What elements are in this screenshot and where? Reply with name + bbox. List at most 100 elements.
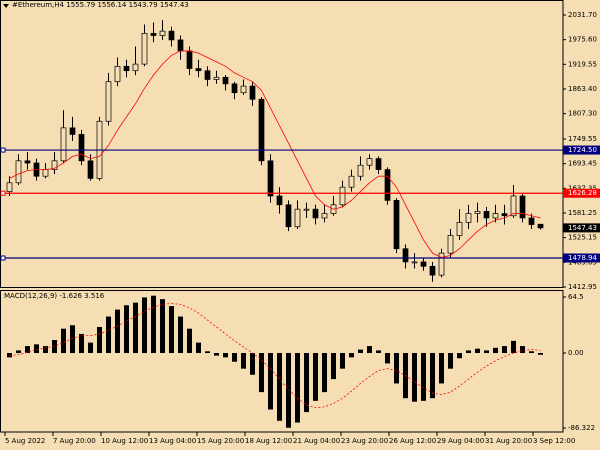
macd-bar [520, 346, 525, 354]
macd-bar [493, 347, 498, 354]
y-tick-label: 1863.40 [568, 85, 597, 93]
macd-header: MACD(12,26,9) -1.626 3.516 [4, 292, 104, 301]
macd-bar [304, 353, 309, 413]
macd-bar [457, 353, 462, 359]
level-handle [0, 147, 6, 153]
candle-body [321, 213, 328, 219]
macd-bar [232, 353, 237, 362]
candle-body [240, 85, 247, 94]
macd-bar [367, 346, 372, 354]
macd-bar [142, 297, 147, 354]
candle-body [249, 85, 256, 100]
candle-body [51, 160, 58, 170]
macd-bar [529, 351, 534, 354]
y-tick-label: 1975.60 [568, 36, 597, 44]
x-tick-label: 31 Aug 20:00 [485, 437, 532, 445]
level-handle [0, 190, 6, 196]
candle-body [312, 208, 319, 219]
candle-body [501, 213, 508, 217]
macd-bar [340, 353, 345, 369]
level-price-box [563, 253, 600, 263]
candle-body [366, 158, 373, 166]
candle-body [150, 32, 157, 36]
y-tick-label: 0.00 [568, 349, 584, 357]
level-price-label: 1547.43 [568, 224, 597, 232]
level-price-box [563, 145, 600, 155]
macd-bar [160, 299, 165, 354]
candle-body [411, 261, 418, 264]
candle-body [159, 30, 166, 36]
candle-body [69, 127, 76, 135]
macd-bar [358, 349, 363, 354]
macd-title: MACD(12,26,9) [4, 292, 58, 300]
x-tick-label: 29 Aug 04:00 [437, 437, 484, 445]
y-tick-label: 1749.55 [568, 135, 597, 143]
x-tick-label: 21 Aug 04:00 [293, 437, 340, 445]
candle-body [402, 248, 409, 263]
candle-body [222, 76, 229, 85]
y-tick-label: 1637.35 [568, 184, 597, 192]
chart-header: #Ethereum,H4 1555.79 1556.14 1543.79 154… [12, 1, 189, 10]
menu-arrow[interactable] [3, 4, 9, 8]
macd-bar [376, 350, 381, 354]
x-tick-label: 13 Aug 04:00 [149, 437, 196, 445]
candle-body [42, 169, 49, 177]
y-tick-label: 1525.15 [568, 234, 597, 242]
candle-body [141, 32, 148, 65]
macd-bar [430, 353, 435, 399]
candle-body [24, 160, 31, 164]
price-panel-frame [0, 0, 564, 288]
macd-bar [124, 305, 129, 354]
macd-value: -1.626 [59, 292, 82, 300]
macd-bar [331, 353, 336, 380]
candle-body [105, 81, 112, 122]
candle-body [429, 265, 436, 276]
candle-body [528, 217, 535, 225]
candle-body [465, 213, 472, 223]
candle-body [348, 175, 355, 188]
macd-bar [259, 353, 264, 393]
candle-body [195, 68, 202, 72]
candle-body [357, 164, 364, 177]
candle-body [384, 169, 391, 201]
candle-body [114, 65, 121, 83]
candle-body [15, 160, 22, 184]
symbol: #Ethereum,H4 [12, 1, 65, 9]
macd-bar [502, 346, 507, 354]
y-tick-label: 1412.95 [568, 283, 597, 291]
macd-bar [484, 350, 489, 354]
macd-bar [385, 353, 390, 364]
candle-body [393, 200, 400, 250]
y-tick-label: 2031.70 [568, 11, 597, 19]
candle-body [285, 204, 292, 228]
y-tick-label: 64.5 [568, 293, 584, 301]
macd-bar [16, 350, 21, 354]
candle-body [375, 158, 382, 170]
macd-bar [61, 328, 66, 354]
macd-bar [70, 325, 75, 354]
macd-bar [421, 353, 426, 401]
signal-value: 3.516 [84, 292, 105, 300]
level-handle [0, 255, 6, 261]
x-tick-label: 23 Aug 20:00 [341, 437, 388, 445]
macd-bar [349, 353, 354, 358]
macd-bar [223, 353, 228, 358]
macd-bar [88, 342, 93, 354]
candle-body [231, 83, 238, 94]
macd-bar [295, 353, 300, 423]
candle-body [60, 127, 67, 162]
candle-body [303, 208, 310, 211]
candle-body [483, 211, 490, 219]
macd-bar [151, 295, 156, 354]
macd-bar [52, 339, 57, 354]
candle-body [87, 160, 94, 179]
level-price-label: 1478.94 [568, 254, 597, 262]
macd-bar [448, 353, 453, 369]
x-tick-label: 7 Aug 20:00 [53, 437, 96, 445]
macd-signal [9, 303, 541, 409]
candle-body [447, 235, 454, 254]
high: 1556.14 [97, 1, 127, 9]
macd-bar [511, 340, 516, 354]
